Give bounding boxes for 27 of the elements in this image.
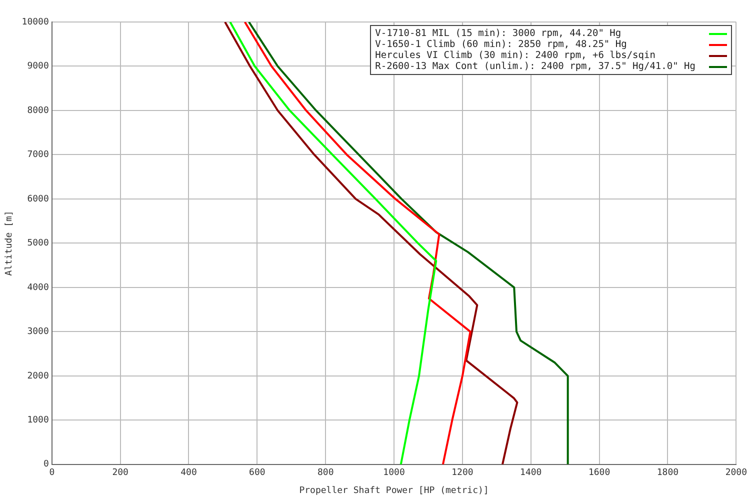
- x-tick-label: 800: [317, 468, 334, 478]
- x-axis-title: Propeller Shaft Power [HP (metric)]: [299, 486, 489, 496]
- x-tick-label: 200: [112, 468, 128, 478]
- y-tick-label: 9000: [27, 62, 49, 72]
- y-tick-label: 10000: [22, 17, 49, 28]
- x-tick-label: 1800: [656, 468, 679, 478]
- y-tick-label: 2000: [27, 371, 49, 382]
- x-tick-label: 1600: [588, 468, 610, 478]
- y-axis-title: Altitude [m]: [4, 210, 15, 276]
- x-tick-label: 1400: [520, 468, 542, 478]
- x-tick-label: 600: [249, 468, 266, 478]
- y-tick-label: 7000: [27, 150, 49, 160]
- y-tick-label: 3000: [27, 327, 49, 338]
- x-tick-label: 2000: [725, 468, 748, 478]
- x-tick-label: 1200: [452, 468, 474, 478]
- y-tick-label: 8000: [27, 106, 49, 116]
- text: V-1710-81 MIL (15 min): 3000 rpm, 44.20" Hg: [375, 28, 622, 39]
- y-tick-label: 1000: [27, 416, 49, 426]
- y-tick-label: 4000: [27, 282, 49, 293]
- x-tick-label: 1000: [383, 468, 405, 478]
- y-tick-label: 6000: [27, 194, 49, 204]
- legend-label: R-2600-13 Max Cont (unlim.): 2400 rpm, 37.5" Hg/41.0" Hg: [375, 61, 696, 72]
- text: Hercules VI Climb (30 min): 2400 rpm, +6 lbs/sqin: [375, 50, 656, 61]
- y-tick-label: 0: [43, 460, 49, 470]
- x-tick-label: 400: [180, 468, 197, 478]
- text: V-1650-1 Climb (60 min): 2850 rpm, 48.25" Hg: [375, 39, 627, 50]
- y-tick-label: 5000: [27, 238, 49, 249]
